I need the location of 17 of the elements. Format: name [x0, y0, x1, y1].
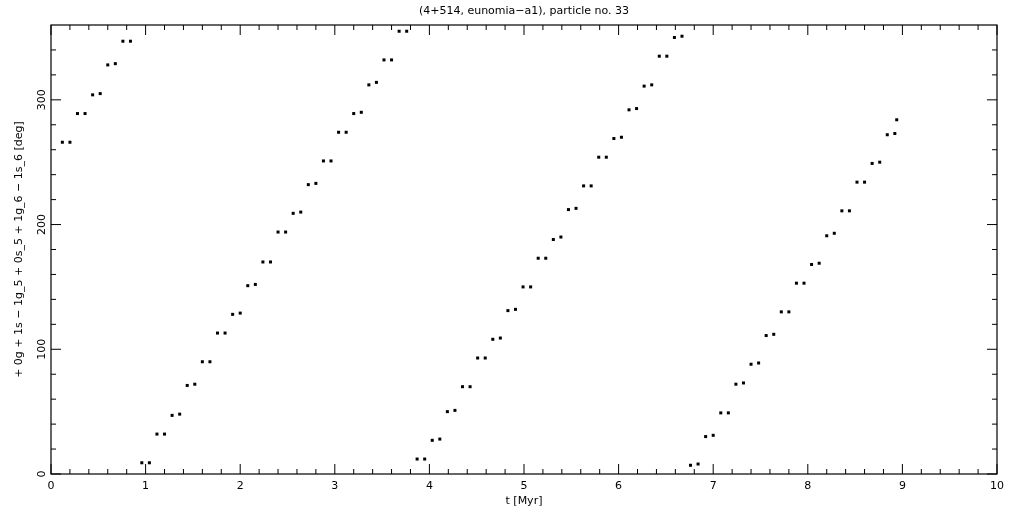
- y-tick-label: 100: [35, 338, 48, 360]
- chart-title: (4+514, eunomia−a1), particle no. 33: [418, 4, 630, 17]
- y-tick-label: 0: [35, 470, 48, 478]
- x-tick-label: 6: [615, 479, 623, 492]
- x-tick-label: 1: [142, 479, 150, 492]
- y-tick-label: 300: [35, 89, 48, 111]
- y-axis-title: + 0g + 1s − 1g_5 + 0s_5 + 1g_6 − 1s_6 [deg]: [12, 121, 25, 378]
- x-tick-label: 2: [236, 479, 244, 492]
- x-tick-label: 7: [709, 479, 717, 492]
- x-axis-title: t [Myr]: [505, 494, 543, 507]
- x-tick-label: 3: [331, 479, 339, 492]
- x-tick-label: 8: [804, 479, 812, 492]
- x-tick-label: 5: [520, 479, 528, 492]
- y-tick-label: 200: [35, 214, 48, 236]
- x-tick-label: 4: [425, 479, 433, 492]
- x-tick-label: 10: [990, 479, 1004, 492]
- x-tick-label: 9: [898, 479, 906, 492]
